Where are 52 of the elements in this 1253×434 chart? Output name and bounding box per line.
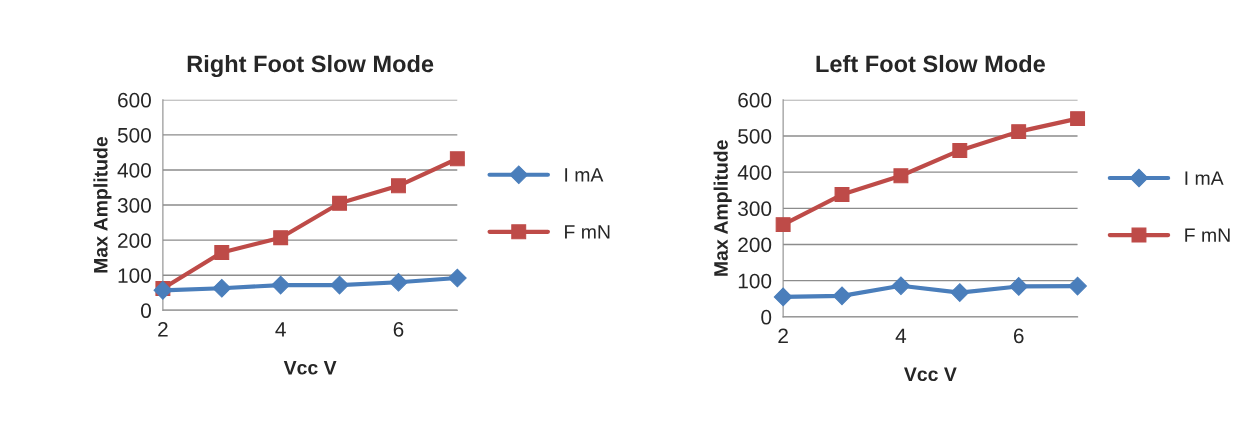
x-tick-label: 2 [778,328,788,344]
legend-label: I mA [565,168,604,182]
y-axis-title: Max Amplitude [713,140,732,276]
y-tick-label: 0 [761,309,772,325]
point [775,217,791,233]
chart-title: Right Foot Slow Mode [187,54,434,78]
y-tick-label: 400 [737,165,772,180]
point [950,283,970,302]
point [952,142,968,158]
y-tick-label: 200 [118,233,151,248]
x-axis-title: Vcc V [283,361,337,375]
point [332,195,348,211]
point [330,275,349,295]
y-tick-label: 300 [117,198,151,213]
point [214,244,230,260]
point [273,230,289,246]
y-tick-label: 500 [117,127,151,143]
point [449,151,465,167]
y-tick-label: 100 [118,268,151,283]
legend-label: I mA [1185,171,1224,185]
point [891,276,911,296]
y-tick-label: 100 [738,273,772,289]
y-tick-label: 500 [738,128,772,144]
point [1011,124,1027,140]
x-tick-label: 4 [895,328,907,344]
y-tick-label: 400 [117,162,151,178]
point [1068,276,1087,296]
point [1009,277,1029,296]
point [1070,111,1086,127]
x-tick-label: 6 [1013,328,1024,344]
y-tick-label: 600 [738,92,772,108]
point [271,275,291,295]
x-tick-label: 4 [275,322,286,337]
x-tick-label: 2 [158,321,168,337]
point [773,287,793,307]
x-tick-label: 6 [393,321,404,337]
legend-label: F mN [1185,228,1230,242]
point [389,272,408,292]
point [212,278,232,298]
y-tick-label: 0 [141,303,151,319]
y-tick-label: 200 [738,237,772,253]
y-tick-label: 600 [118,92,151,108]
point [390,178,406,194]
y-tick-label: 300 [738,201,772,217]
chart-title: Left Foot Slow Mode [816,54,1045,73]
legend-label: F mN [565,225,610,239]
point [832,286,852,306]
x-axis-title: Vcc V [904,367,957,382]
point [893,168,909,184]
point [834,187,850,203]
y-axis-title: Max Amplitude [93,136,112,273]
point [447,268,467,288]
